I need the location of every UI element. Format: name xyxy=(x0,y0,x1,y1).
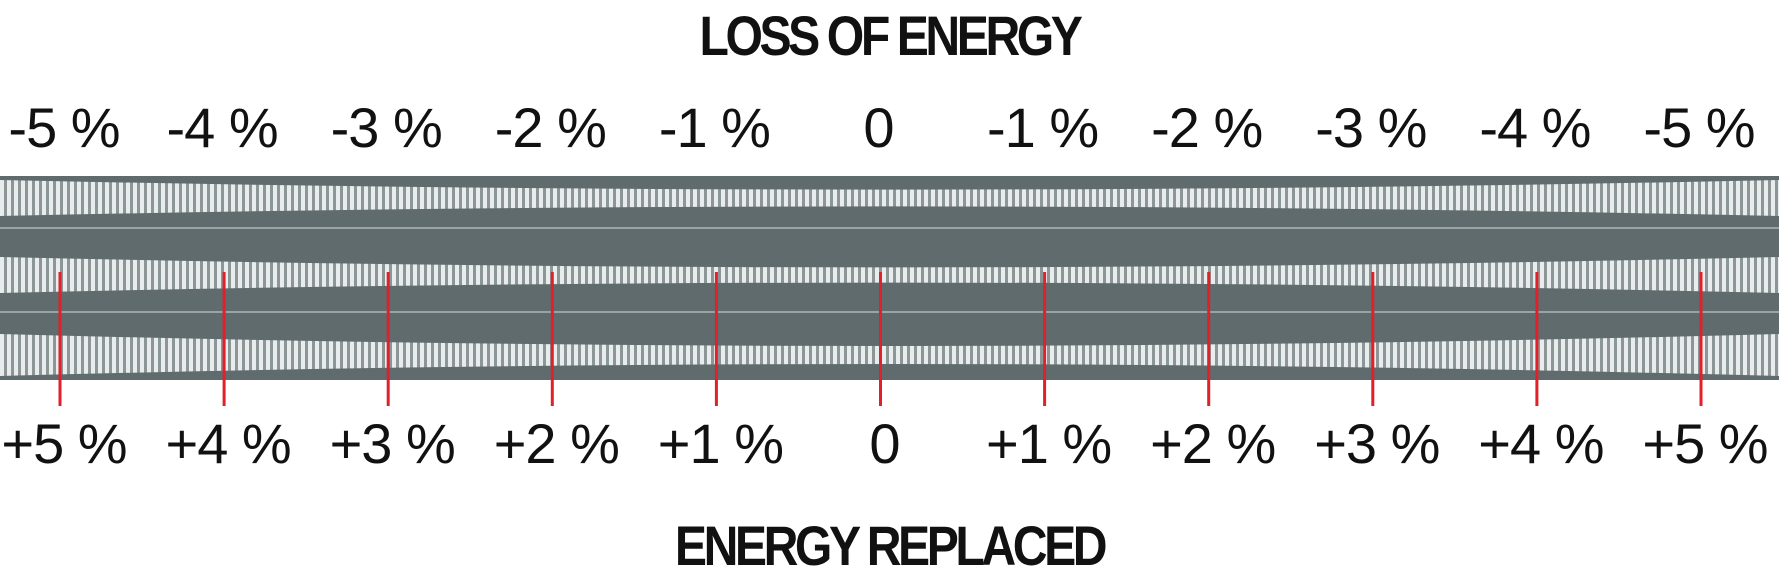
bottom-label: +1 % xyxy=(657,412,784,475)
ribbed-band xyxy=(0,257,1779,293)
bottom-label: 0 xyxy=(869,412,900,475)
top-label: -1 % xyxy=(658,96,771,159)
bottom-title: ENERGY REPLACED xyxy=(674,514,1108,569)
bottom-label: +5 % xyxy=(1,412,127,475)
top-label: -2 % xyxy=(494,96,607,159)
top-label: -3 % xyxy=(1315,96,1427,159)
bottom-label: +2 % xyxy=(493,412,620,475)
top-label: -5 % xyxy=(1643,96,1755,159)
top-label: -1 % xyxy=(987,96,1099,159)
bottom-label: +3 % xyxy=(1314,412,1440,475)
bottom-label: +2 % xyxy=(1150,412,1276,475)
top-label: 0 xyxy=(863,96,894,159)
bottom-label: +3 % xyxy=(329,412,456,475)
bottom-label: +1 % xyxy=(985,412,1112,475)
top-label: -4 % xyxy=(1479,96,1591,159)
top-label: -4 % xyxy=(166,96,279,159)
bottom-label: +5 % xyxy=(1642,412,1768,475)
bottom-label: +4 % xyxy=(1478,412,1604,475)
bottom-label: +4 % xyxy=(165,412,291,475)
ribbed-band xyxy=(0,334,1779,376)
top-label: -2 % xyxy=(1151,96,1263,159)
top-label: -5 % xyxy=(8,96,120,159)
ribbed-band xyxy=(0,180,1779,216)
top-title: LOSS OF ENERGY xyxy=(699,4,1082,67)
top-label: -3 % xyxy=(330,96,443,159)
